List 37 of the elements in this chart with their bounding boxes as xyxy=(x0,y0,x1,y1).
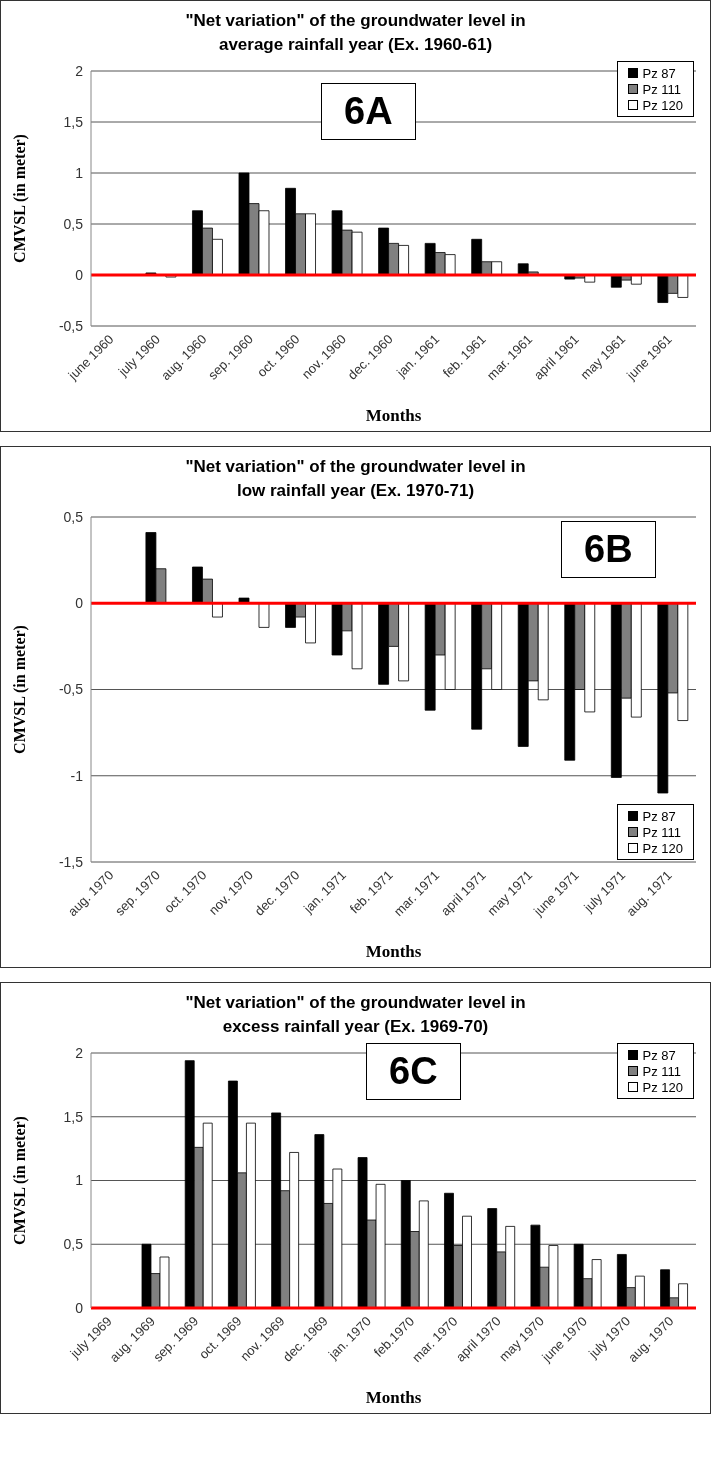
x-axis-title: Months xyxy=(365,1388,422,1407)
legend-label: Pz 120 xyxy=(642,97,683,113)
legend-label: Pz 111 xyxy=(642,81,682,97)
y-tick-label: 0 xyxy=(75,1299,84,1316)
annotation: 6C xyxy=(366,1043,461,1100)
y-tick-label: -0,5 xyxy=(58,681,84,698)
x-axis-title: Months xyxy=(365,406,422,425)
chart-title: "Net variation" of the groundwater level in excess rainfall year (Ex. 1969-70) xyxy=(184,992,527,1038)
legend-label: Pz 111 xyxy=(642,824,682,840)
legend-label: Pz 87 xyxy=(642,65,676,81)
y-tick-label: 1,5 xyxy=(63,113,84,130)
y-tick-label: -0,5 xyxy=(58,317,84,334)
y-tick-label: 0 xyxy=(75,595,84,612)
legend-label: Pz 120 xyxy=(642,840,683,856)
chart-title: "Net variation" of the groundwater level in low rainfall year (Ex. 1970-71) xyxy=(184,456,527,502)
y-tick-label: 1 xyxy=(75,1172,84,1189)
y-tick-label: -1,5 xyxy=(58,853,84,870)
y-tick-label: 1 xyxy=(75,164,84,181)
y-axis-title: CMVSL (in meter) xyxy=(10,134,29,263)
legend-label: Pz 87 xyxy=(642,808,676,824)
y-tick-label: 0 xyxy=(75,266,84,283)
y-tick-label: 0,5 xyxy=(63,508,84,525)
y-tick-label: 2 xyxy=(75,1044,84,1061)
y-tick-label: 0,5 xyxy=(63,1236,84,1253)
legend-label: Pz 87 xyxy=(642,1047,676,1063)
y-tick-label: 1,5 xyxy=(63,1108,84,1125)
y-tick-label: 2 xyxy=(75,62,84,79)
legend-label: Pz 120 xyxy=(642,1079,683,1095)
chart-title: "Net variation" of the groundwater level in average rainfall year (Ex. 1960-61) xyxy=(184,10,527,56)
annotation: 6A xyxy=(321,83,416,140)
y-tick-label: 0,5 xyxy=(63,215,84,232)
annotation: 6B xyxy=(561,521,656,578)
y-tick-label: -1 xyxy=(70,767,84,784)
legend-label: Pz 111 xyxy=(642,1063,682,1079)
y-axis-title: CMVSL (in meter) xyxy=(10,625,29,754)
x-axis-title: Months xyxy=(365,942,422,961)
y-axis-title: CMVSL (in meter) xyxy=(10,1116,29,1245)
